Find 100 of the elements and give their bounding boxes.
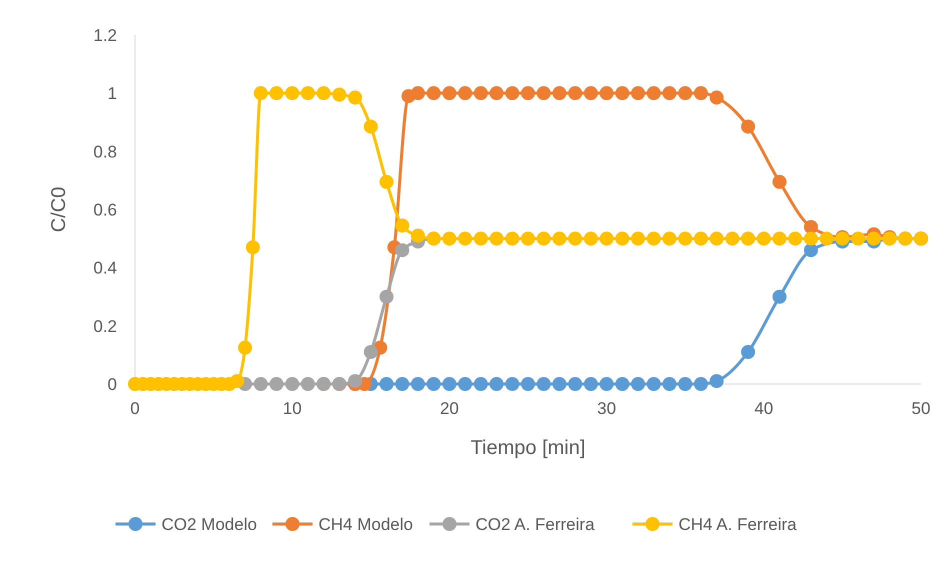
- point: [442, 86, 456, 100]
- point: [521, 232, 535, 246]
- point: [710, 232, 724, 246]
- point: [552, 232, 566, 246]
- point: [300, 377, 315, 391]
- legend-label: CO2 Modelo: [162, 515, 257, 534]
- x-tick-label: 10: [282, 399, 302, 418]
- point: [395, 377, 410, 391]
- point: [646, 377, 661, 391]
- point: [756, 232, 771, 246]
- point: [348, 374, 362, 388]
- point: [772, 174, 787, 189]
- point: [380, 174, 394, 189]
- point: [426, 377, 441, 391]
- point: [395, 243, 410, 258]
- point: [521, 86, 535, 100]
- point: [316, 86, 331, 100]
- point: [536, 232, 551, 246]
- point: [584, 232, 598, 246]
- point: [238, 340, 252, 355]
- point: [662, 86, 676, 100]
- point: [584, 86, 598, 100]
- point: [474, 86, 488, 100]
- point: [269, 377, 284, 391]
- point: [269, 86, 284, 100]
- point: [230, 374, 244, 388]
- point: [442, 377, 456, 391]
- point: [458, 86, 472, 100]
- point: [380, 377, 394, 391]
- x-tick-label: 30: [597, 399, 616, 418]
- point: [741, 345, 756, 360]
- point: [442, 232, 456, 246]
- point: [332, 88, 346, 102]
- y-tick-label: 0.8: [93, 142, 117, 162]
- y-tick-label: 0: [108, 375, 117, 394]
- point: [490, 232, 504, 246]
- point: [410, 86, 425, 100]
- point: [710, 90, 724, 105]
- point: [254, 86, 268, 100]
- point: [772, 290, 787, 304]
- x-tick-label: 50: [912, 399, 930, 418]
- point: [615, 86, 630, 100]
- y-tick-label: 1: [108, 84, 117, 104]
- point: [490, 377, 504, 391]
- point: [458, 232, 472, 246]
- point: [646, 232, 661, 246]
- point: [646, 86, 661, 100]
- point: [804, 243, 818, 258]
- point: [662, 377, 676, 391]
- legend-label: CH4 Modelo: [318, 515, 413, 534]
- point: [804, 220, 818, 234]
- x-tick-label: 40: [754, 399, 774, 418]
- point: [490, 86, 504, 100]
- x-axis-title: Tiempo [min]: [470, 437, 586, 459]
- point: [678, 377, 692, 391]
- point: [536, 377, 551, 391]
- point: [710, 374, 724, 388]
- point: [536, 86, 551, 100]
- point: [694, 232, 708, 246]
- point: [694, 86, 708, 100]
- point: [662, 232, 676, 246]
- point: [820, 232, 834, 246]
- point: [552, 86, 566, 100]
- y-tick-label: 0.2: [93, 316, 117, 336]
- point: [600, 232, 614, 246]
- point: [741, 120, 756, 134]
- point: [568, 86, 582, 100]
- point: [254, 377, 268, 391]
- point: [741, 232, 756, 246]
- point: [788, 232, 802, 246]
- point: [615, 232, 630, 246]
- point: [866, 232, 881, 246]
- point: [631, 377, 646, 391]
- point: [364, 120, 378, 134]
- point: [584, 377, 598, 391]
- point: [300, 86, 315, 100]
- point: [505, 86, 520, 100]
- point: [285, 377, 300, 391]
- legend-label: CO2 A. Ferreira: [476, 515, 596, 534]
- point: [631, 232, 646, 246]
- point: [678, 86, 692, 100]
- point: [552, 377, 566, 391]
- y-tick-label: 1.2: [93, 26, 117, 45]
- point: [804, 232, 818, 246]
- point: [678, 232, 692, 246]
- point: [364, 345, 378, 360]
- point: [772, 232, 787, 246]
- y-tick-label: 0.6: [93, 200, 117, 220]
- point: [458, 377, 472, 391]
- point: [631, 86, 646, 100]
- point: [694, 377, 708, 391]
- point: [380, 290, 394, 304]
- point: [600, 86, 614, 100]
- point: [426, 86, 441, 100]
- point: [246, 240, 260, 254]
- point: [568, 377, 582, 391]
- x-tick-label: 20: [440, 399, 459, 418]
- y-tick-label: 0.4: [93, 258, 117, 278]
- point: [615, 377, 630, 391]
- point: [725, 232, 740, 246]
